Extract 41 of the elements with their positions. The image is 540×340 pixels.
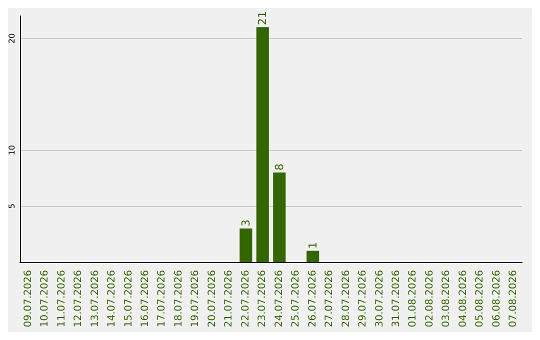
- x-tick-label: 14.07.2026: [106, 270, 118, 328]
- x-tick-label: 24.07.2026: [274, 270, 285, 328]
- x-tick-label: 22.07.2026: [240, 270, 252, 328]
- x-tick-label: 10.07.2026: [40, 270, 51, 328]
- x-tick-label: 05.08.2026: [474, 270, 486, 328]
- x-tick-label: 21.07.2026: [224, 270, 235, 328]
- x-tick-label: 26.07.2026: [307, 270, 318, 328]
- data-label: 21: [256, 11, 270, 26]
- x-tick-label: 27.07.2026: [324, 270, 336, 328]
- y-tick-label: 10: [8, 145, 16, 156]
- x-tick-label: 30.07.2026: [374, 270, 386, 328]
- data-label: 3: [239, 219, 252, 226]
- bar: [240, 228, 252, 262]
- x-tick-label: 13.07.2026: [90, 270, 101, 328]
- x-tick-label: 17.07.2026: [156, 270, 168, 328]
- x-tick-label: 09.07.2026: [22, 270, 34, 328]
- x-tick-label: 01.08.2026: [408, 270, 419, 328]
- data-label: 1: [306, 242, 320, 249]
- x-tick-label: 20.07.2026: [206, 270, 218, 328]
- x-tick-label: 19.07.2026: [190, 270, 202, 328]
- x-tick-label: 28.07.2026: [340, 270, 352, 328]
- x-tick-label: 02.08.2026: [424, 270, 436, 328]
- data-label: 8: [272, 164, 286, 171]
- y-tick-label: 5: [8, 204, 16, 209]
- x-tick-label: 03.08.2026: [441, 270, 452, 328]
- x-tick-label: 06.08.2026: [491, 270, 502, 328]
- x-tick-label: 12.07.2026: [73, 270, 84, 328]
- x-tick-label: 16.07.2026: [140, 270, 151, 328]
- x-tick-label: 31.07.2026: [391, 270, 402, 328]
- x-tick-label: 18.07.2026: [173, 270, 184, 328]
- x-tick-label: 29.07.2026: [358, 270, 369, 328]
- x-tick-label: 25.07.2026: [290, 270, 302, 328]
- x-tick-label: 11.07.2026: [56, 270, 68, 328]
- y-tick-label: 20: [8, 33, 16, 44]
- bar: [273, 172, 286, 262]
- bar: [256, 27, 269, 262]
- bar: [306, 250, 320, 262]
- x-tick-label: 15.07.2026: [123, 270, 134, 328]
- x-tick-label: 07.08.2026: [508, 270, 520, 328]
- x-tick-label: 23.07.2026: [257, 270, 268, 328]
- x-tick-label: 04.08.2026: [458, 270, 469, 328]
